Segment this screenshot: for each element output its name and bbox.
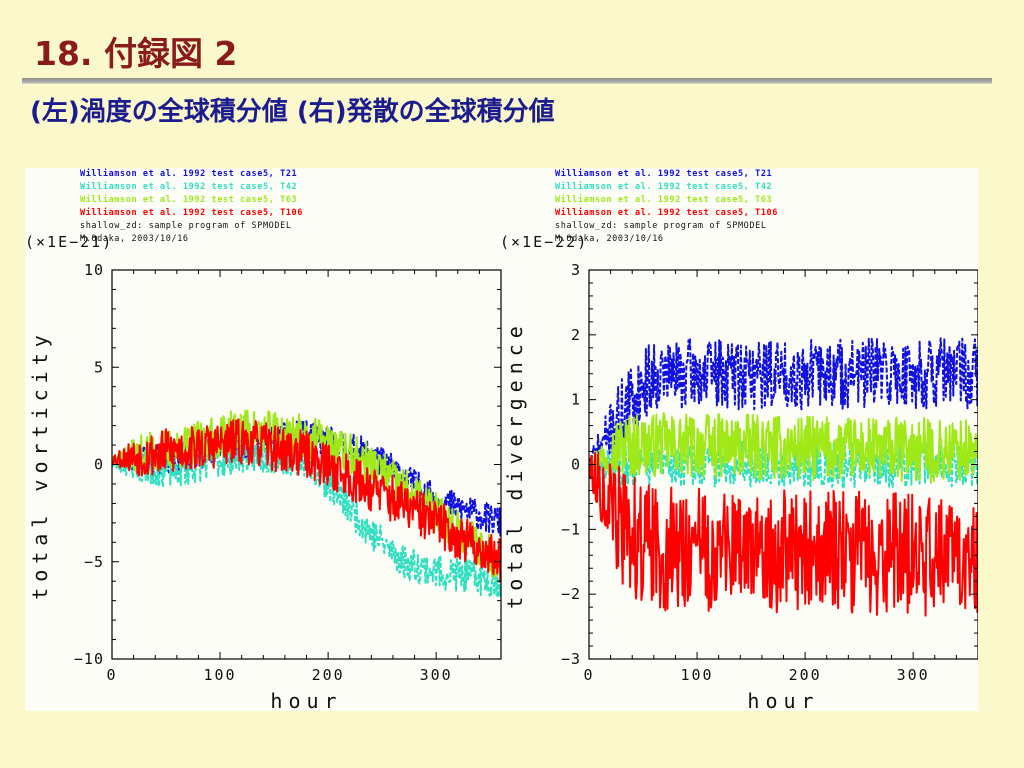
scale-label: (×1E−22) [500, 233, 588, 251]
legend-entry: Williamson et al. 1992 test case5, T42 [555, 181, 772, 192]
series-line-t106 [112, 418, 501, 583]
credit-line: M.Odaka, 2003/10/16 [80, 234, 189, 244]
legend-entry: Williamson et al. 1992 test case5, T21 [555, 168, 772, 179]
y-tick-label: −2 [561, 585, 581, 603]
series-line-t21 [589, 337, 978, 469]
charts-figure: Williamson et al. 1992 test case5, T21 Wi… [25, 168, 978, 711]
series-line-t63 [112, 409, 501, 582]
x-tick-label: 0 [583, 666, 594, 684]
series-group [589, 337, 978, 617]
y-tick-label: −10 [74, 650, 104, 668]
y-tick-label: −3 [561, 650, 581, 668]
x-tick-label: 100 [681, 666, 714, 684]
legend-entry: Williamson et al. 1992 test case5, T63 [555, 194, 772, 205]
x-tick-label: 200 [312, 666, 345, 684]
y-tick-label: 2 [571, 326, 581, 344]
plot-area: Williamson et al. 1992 test case5, T21 Wi… [25, 168, 978, 711]
y-tick-label: 10 [84, 261, 104, 279]
chart-panel-1: Williamson et al. 1992 test case5, T21 Wi… [25, 168, 502, 711]
x-axis-label: hour [270, 689, 342, 711]
x-axis-label: hour [747, 689, 819, 711]
y-axis-label: total vorticity [28, 329, 52, 600]
y-tick-label: −5 [84, 553, 104, 571]
legend-entry: Williamson et al. 1992 test case5, T63 [80, 194, 297, 205]
legend-entry: Williamson et al. 1992 test case5, T21 [80, 168, 297, 179]
credit-line: M.Odaka, 2003/10/16 [555, 234, 664, 244]
y-tick-label: 3 [571, 261, 581, 279]
series-line-t63 [589, 411, 978, 484]
y-tick-label: 5 [94, 358, 104, 376]
y-axis-label: total divergence [503, 320, 527, 609]
x-tick-label: 100 [204, 666, 237, 684]
legend-entry: Williamson et al. 1992 test case5, T42 [80, 181, 297, 192]
credit-line: shallow_zd: sample program of SPMODEL [555, 221, 767, 231]
y-tick-label: 0 [94, 456, 104, 474]
title-divider [22, 78, 992, 83]
legend-entry: Williamson et al. 1992 test case5, T106 [555, 207, 778, 218]
series-group [112, 409, 501, 599]
y-tick-label: 1 [571, 391, 581, 409]
y-tick-label: −1 [561, 520, 581, 538]
credit-line: shallow_zd: sample program of SPMODEL [80, 221, 292, 231]
y-tick-label: 0 [571, 456, 581, 474]
series-line-t106 [589, 451, 978, 617]
x-tick-label: 200 [789, 666, 822, 684]
slide-subtitle: (左)渦度の全球積分値 (右)発散の全球積分値 [30, 97, 555, 127]
chart-panel-2: Williamson et al. 1992 test case5, T21 Wi… [500, 168, 978, 711]
x-tick-label: 300 [897, 666, 930, 684]
legend-entry: Williamson et al. 1992 test case5, T106 [80, 207, 303, 218]
scale-label: (×1E−21) [25, 233, 113, 251]
x-tick-label: 300 [420, 666, 453, 684]
slide-title: 18. 付録図 2 [34, 34, 238, 73]
x-tick-label: 0 [106, 666, 117, 684]
